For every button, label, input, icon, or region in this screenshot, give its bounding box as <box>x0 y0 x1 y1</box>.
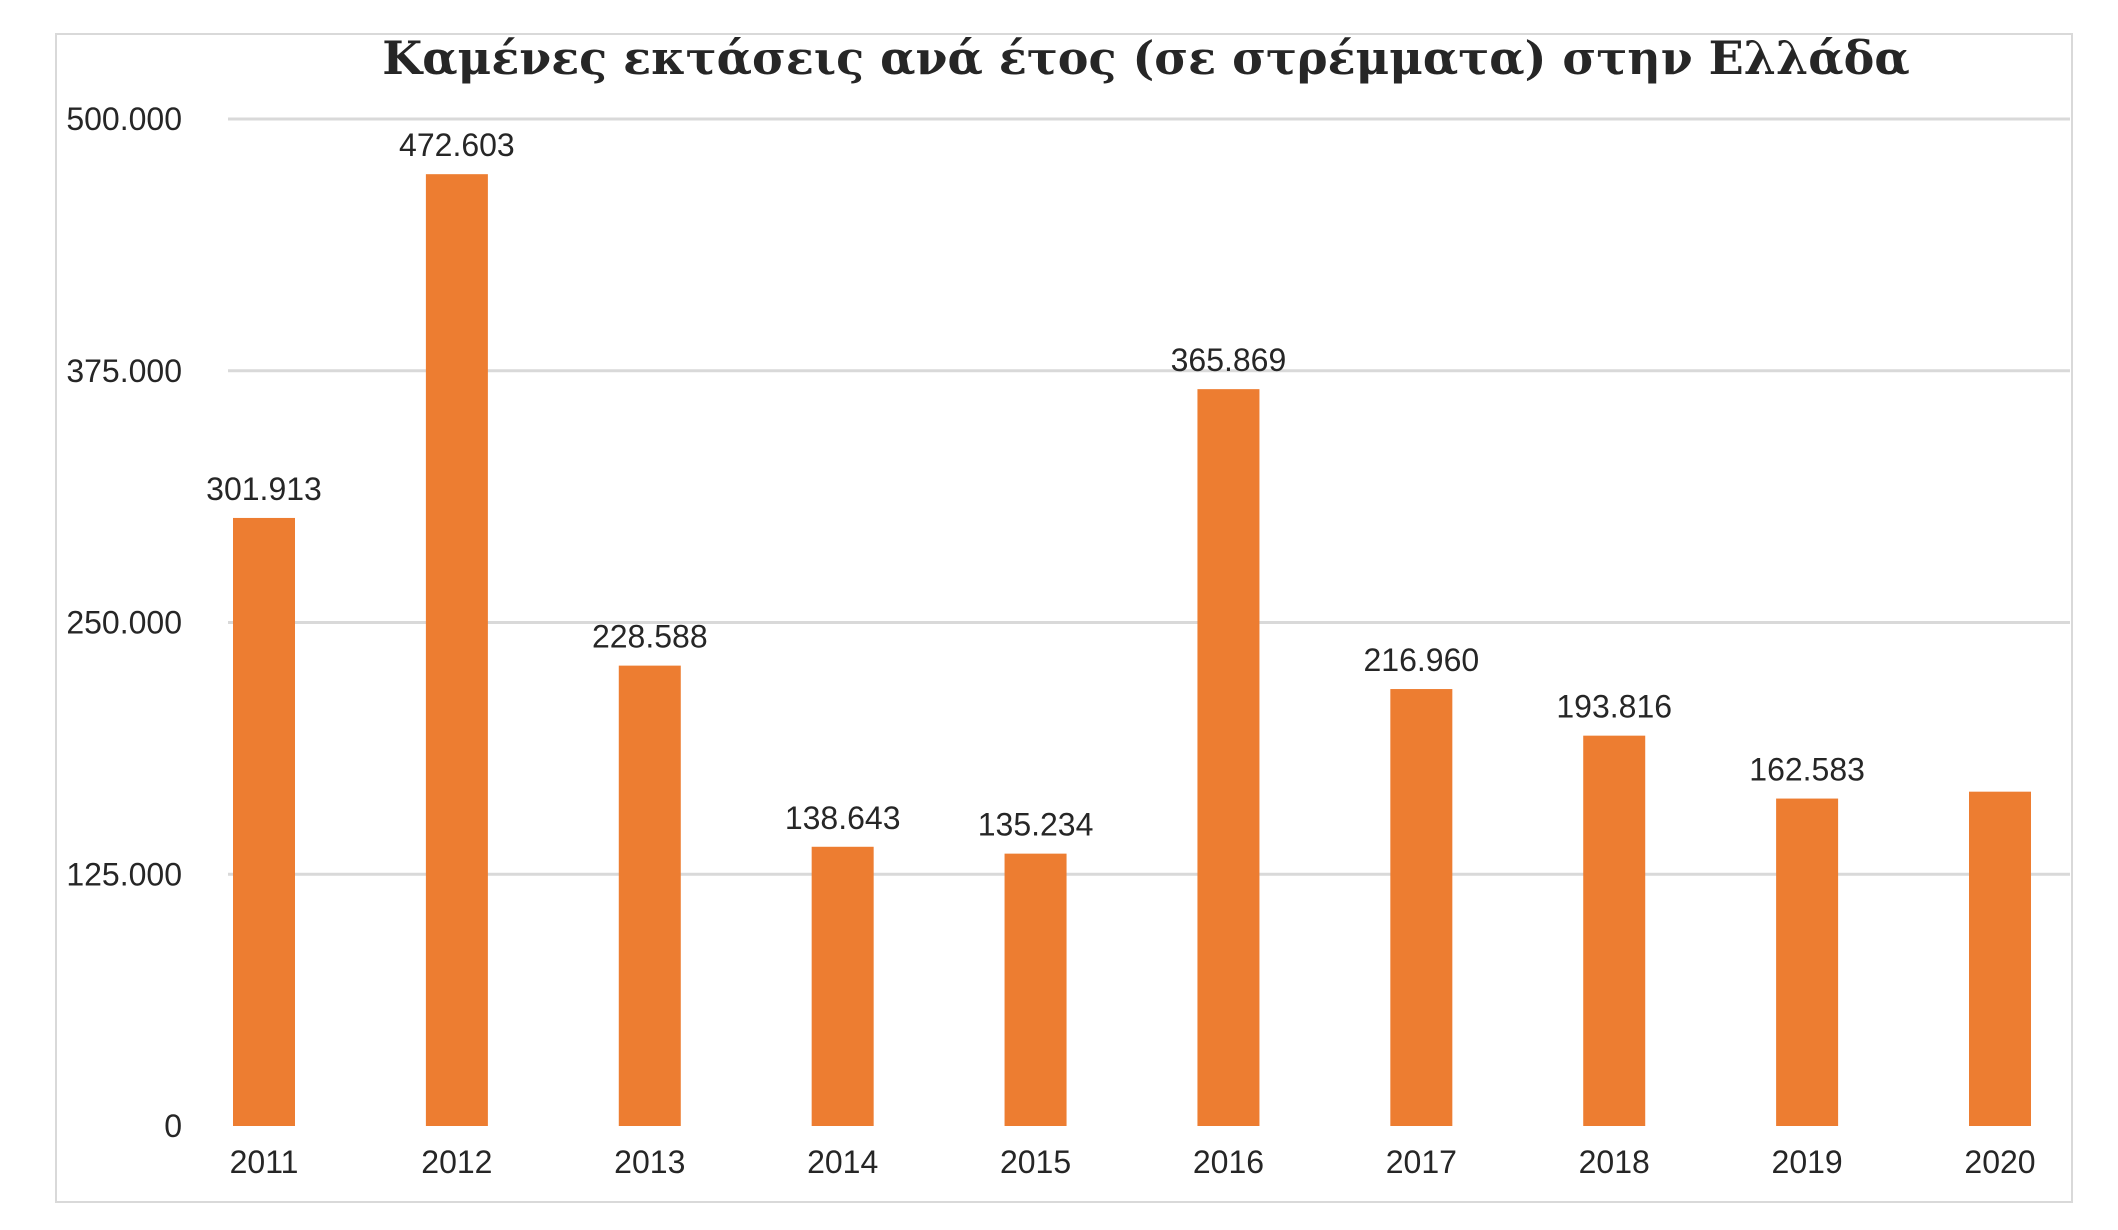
bars <box>233 174 2031 1126</box>
data-label-2017: 216.960 <box>1363 642 1479 678</box>
y-tick-label-3: 375.000 <box>66 353 182 389</box>
y-axis-tick-labels: 0 125.000 250.000 375.000 500.000 <box>66 101 182 1144</box>
bar-2012 <box>425 174 488 1126</box>
x-tick-label-2016: 2016 <box>1193 1144 1264 1180</box>
data-label-2011: 301.913 <box>206 471 322 507</box>
data-labels: 301.913 472.603 228.588 138.643 135.234 365.8… <box>206 127 1865 842</box>
data-label-2015: 135.234 <box>978 807 1094 843</box>
data-label-2018: 193.816 <box>1556 689 1672 725</box>
y-tick-label-0: 0 <box>164 1108 182 1144</box>
x-tick-label-2014: 2014 <box>807 1144 878 1180</box>
bar-2017 <box>1390 689 1453 1126</box>
data-label-2016: 365.869 <box>1171 342 1287 378</box>
x-tick-label-2017: 2017 <box>1386 1144 1457 1180</box>
x-tick-label-2020: 2020 <box>1964 1144 2035 1180</box>
x-tick-label-2019: 2019 <box>1772 1144 1843 1180</box>
data-label-2014: 138.643 <box>785 800 901 836</box>
x-tick-label-2013: 2013 <box>614 1144 685 1180</box>
bar-2016 <box>1197 389 1260 1126</box>
bar-2020 <box>1969 791 2031 1126</box>
x-tick-label-2011: 2011 <box>230 1144 299 1180</box>
bar-2015 <box>1004 853 1067 1126</box>
chart-title: Καμένες εκτάσεις ανά έτος (σε στρέμματα)… <box>382 31 1909 85</box>
data-label-2013: 228.588 <box>592 619 708 655</box>
x-tick-label-2018: 2018 <box>1579 1144 1650 1180</box>
y-tick-label-4: 500.000 <box>66 101 182 137</box>
bar-2018 <box>1583 735 1646 1126</box>
bar-2011 <box>233 517 295 1126</box>
bar-2014 <box>811 846 874 1126</box>
y-tick-label-1: 125.000 <box>66 856 182 892</box>
data-label-2019: 162.583 <box>1749 752 1865 788</box>
bar-2013 <box>618 665 681 1126</box>
x-tick-label-2015: 2015 <box>1000 1144 1071 1180</box>
bar-2019 <box>1776 798 1839 1126</box>
y-tick-label-2: 250.000 <box>66 605 182 641</box>
x-tick-label-2012: 2012 <box>421 1144 492 1180</box>
data-label-2012: 472.603 <box>399 127 515 163</box>
gridlines <box>228 117 2070 876</box>
x-axis-tick-labels: 2011 2012 2013 2014 2015 2016 2017 2018 2019 2020 <box>230 1144 2036 1180</box>
